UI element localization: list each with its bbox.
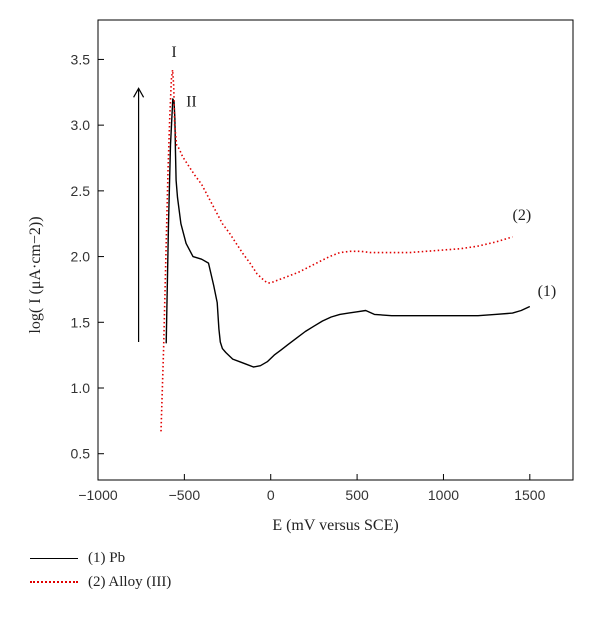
x-tick-label: 0 <box>267 487 275 503</box>
y-tick-label: 0.5 <box>71 446 91 462</box>
peak-label-I: I <box>171 44 176 61</box>
x-tick-label: 1500 <box>514 487 545 503</box>
series-line-alloy <box>160 69 513 432</box>
legend: (1) Pb (2) Alloy (III) <box>30 546 171 594</box>
scan-direction-arrowhead <box>133 87 145 98</box>
peak-label-II: II <box>186 94 197 111</box>
y-axis-title: log( I (μA·cm−2)) <box>27 216 44 333</box>
x-tick-label: −1000 <box>78 487 118 503</box>
series-2-end-label: (2) <box>513 207 532 224</box>
legend-swatch-dotted <box>30 581 78 583</box>
y-tick-label: 2.5 <box>71 183 91 199</box>
legend-item-pb: (1) Pb <box>30 546 171 570</box>
series-line-pb <box>165 98 531 368</box>
tick-layer: −1000 −500 0 500 1000 1500 0.5 1.0 1.5 2.0 2.5 3.0 3… <box>71 51 546 503</box>
y-tick-label: 2.0 <box>71 249 91 265</box>
legend-label-pb: (1) Pb <box>88 549 126 566</box>
legend-swatch-solid <box>30 557 78 559</box>
y-tick-label: 1.5 <box>71 314 91 330</box>
x-tick-label: −500 <box>169 487 201 503</box>
x-tick-label: 1000 <box>428 487 459 503</box>
legend-label-alloy: (2) Alloy (III) <box>88 573 172 590</box>
chart-svg: −1000 −500 0 500 1000 1500 0.5 1.0 1.5 2.0 2.5 3.0 3… <box>27 19 574 534</box>
y-tick-label: 3.0 <box>71 117 91 133</box>
plot-frame <box>97 19 574 481</box>
legend-item-alloy: (2) Alloy (III) <box>30 570 171 594</box>
x-axis-title: E (mV versus SCE) <box>272 517 398 534</box>
series-layer <box>160 69 531 432</box>
y-tick-label: 1.0 <box>71 380 91 396</box>
y-tick-label: 3.5 <box>71 51 91 67</box>
series-1-end-label: (1) <box>538 283 557 300</box>
x-tick-label: 500 <box>345 487 369 503</box>
